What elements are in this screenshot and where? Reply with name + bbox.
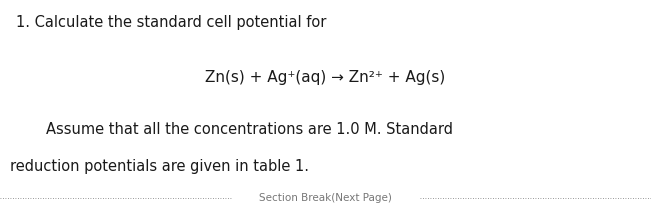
Text: 1. Calculate the standard cell potential for: 1. Calculate the standard cell potential… xyxy=(16,15,327,30)
Text: Section Break(Next Page): Section Break(Next Page) xyxy=(259,193,392,203)
Text: Assume that all the concentrations are 1.0 M. Standard: Assume that all the concentrations are 1… xyxy=(46,122,452,137)
Text: reduction potentials are given in table 1.: reduction potentials are given in table … xyxy=(10,159,309,174)
Text: Zn(s) + Ag⁺(aq) → Zn²⁺ + Ag(s): Zn(s) + Ag⁺(aq) → Zn²⁺ + Ag(s) xyxy=(205,70,446,85)
